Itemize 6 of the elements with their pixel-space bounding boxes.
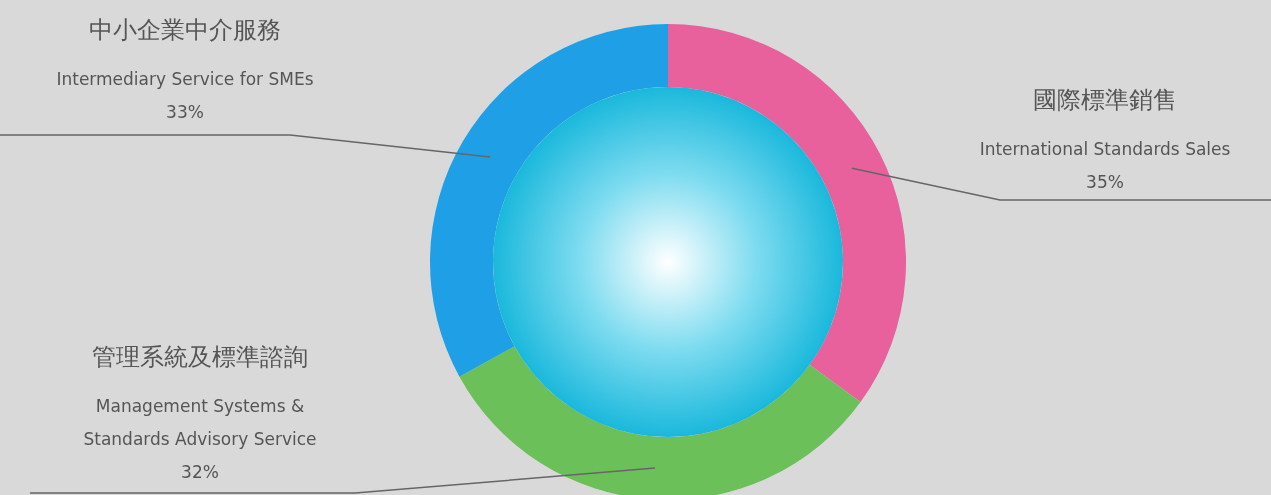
data-label: 32% — [181, 462, 219, 482]
slice-label: 管理系統及標準諮詢 Management Systems & Standards Advisory Service — [83, 343, 317, 449]
data-label: 35% — [1086, 172, 1124, 192]
slice-label: 國際標準銷售 International Standards Sales — [979, 86, 1231, 159]
data-label: 33% — [166, 102, 204, 122]
slice-label: 中小企業中介服務 Intermediary Service for SMEs — [56, 16, 314, 89]
